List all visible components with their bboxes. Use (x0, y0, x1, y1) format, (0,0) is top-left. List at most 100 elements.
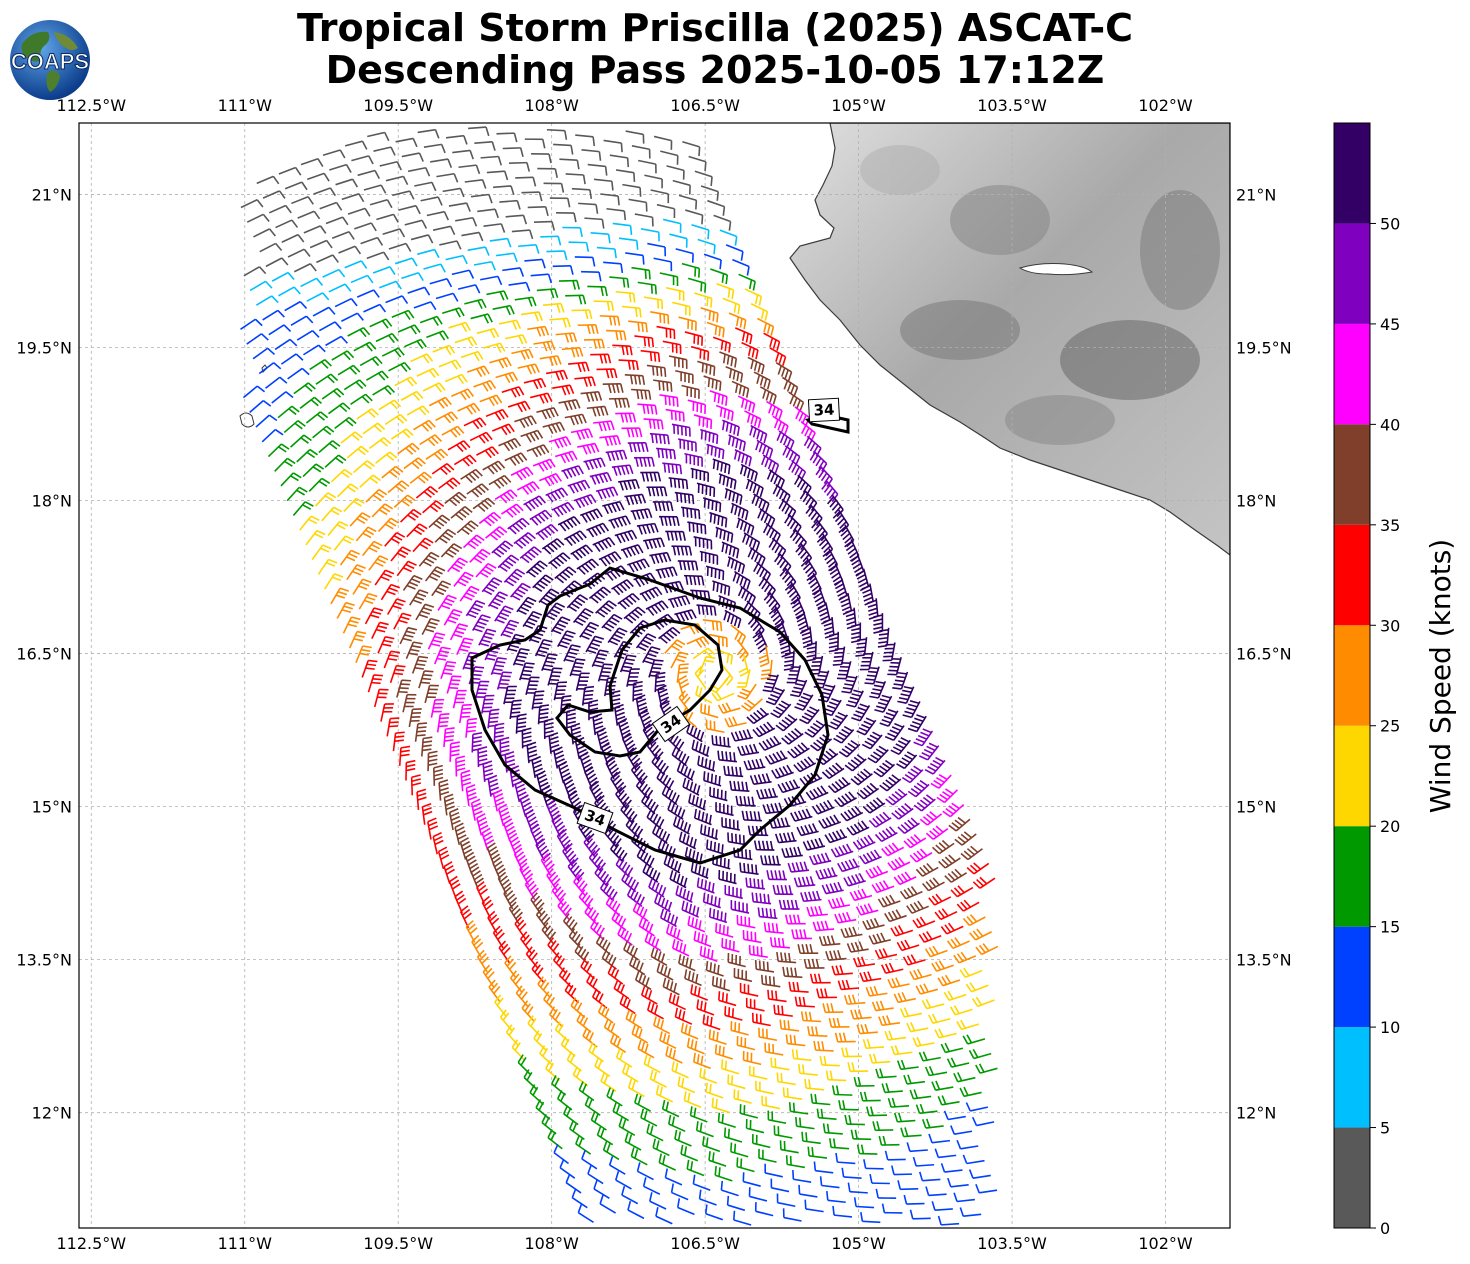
wind-barb (448, 321, 471, 333)
wind-barb (393, 494, 416, 508)
colorbar-bin (1334, 1027, 1370, 1128)
wind-barb (587, 285, 608, 297)
wind-barb (700, 307, 719, 323)
wind-barb (259, 242, 283, 253)
wind-barb (719, 229, 738, 246)
colorbar-bin (1334, 725, 1370, 827)
wind-barb (764, 750, 788, 765)
wind-barb (675, 369, 694, 384)
wind-barb (331, 350, 355, 361)
wind-barb (331, 230, 355, 240)
wind-barb (379, 280, 402, 290)
wind-barb (518, 243, 540, 254)
wind-barb (668, 477, 689, 490)
wind-barb (630, 508, 653, 521)
wind-barb (640, 228, 660, 242)
wind-barb (327, 402, 351, 415)
wind-barb (728, 312, 747, 330)
wind-barb (639, 586, 663, 602)
wind-barb (437, 846, 450, 870)
wind-barb (749, 773, 772, 785)
wind-barb (343, 379, 367, 391)
wind-barb (322, 149, 346, 159)
colorbar-bin (1334, 123, 1370, 224)
wind-barb (832, 646, 846, 666)
wind-barb (471, 614, 491, 633)
wind-barb (832, 509, 850, 533)
wind-barb (318, 321, 342, 332)
wind-barb (290, 315, 314, 326)
wind-barb (600, 193, 620, 206)
wind-barb (621, 305, 642, 318)
wind-barb (816, 533, 834, 557)
wind-barb (646, 486, 668, 497)
wind-barb (342, 616, 361, 634)
wind-barb (828, 631, 840, 653)
wind-barb (469, 431, 493, 444)
wind-barb (833, 725, 855, 744)
wind-barb (427, 817, 439, 840)
wind-barb (492, 304, 515, 316)
wind-barb (596, 368, 618, 379)
wind-barb (349, 512, 371, 527)
wind-barb (724, 487, 743, 505)
wind-barb (729, 780, 750, 792)
wind-barb (432, 344, 456, 356)
wind-barb (715, 404, 734, 422)
wind-barb (317, 558, 338, 575)
wind-barb (766, 400, 783, 420)
wind-barb (747, 356, 765, 375)
wind-barb (753, 371, 771, 390)
wind-barb (373, 688, 389, 708)
wind-barb (711, 691, 735, 702)
wind-barb (590, 353, 612, 364)
wind-barb (525, 676, 540, 696)
wind-barb (468, 126, 490, 137)
map-title-line-2: Descending Pass 2025-10-05 17:12Z (325, 48, 1105, 92)
map-plot-area: 34 34 34 (79, 123, 1230, 1228)
wind-barb (665, 408, 685, 422)
wind-barb (351, 155, 374, 165)
wind-barb (404, 338, 427, 350)
wind-barb (453, 454, 477, 467)
wind-barb (568, 241, 590, 252)
wind-barb (512, 647, 530, 666)
wind-barb (420, 196, 443, 206)
wind-barb (371, 503, 394, 518)
wind-barb (467, 365, 490, 378)
wind-barb (361, 659, 378, 678)
wind-barb (517, 363, 540, 375)
wind-barb (443, 793, 455, 816)
wind-barb (620, 544, 644, 558)
wind-barb (385, 175, 409, 186)
wind-barb (548, 552, 571, 570)
lat-tick-label-left: 18°N (32, 492, 72, 511)
wind-barb (696, 482, 716, 497)
wind-barb (418, 670, 434, 689)
wind-barb (668, 355, 688, 369)
wind-barb (877, 627, 890, 648)
wind-barb (457, 402, 481, 415)
wind-barb (593, 420, 615, 432)
wind-barb (702, 619, 723, 632)
wind-barb (570, 544, 594, 561)
wind-barb (411, 655, 429, 674)
colorbar-tick-label: 20 (1380, 817, 1400, 836)
wind-barb (485, 526, 508, 541)
wind-barb (355, 526, 377, 542)
wind-barb (588, 849, 607, 873)
colorbar-bin (1334, 826, 1370, 927)
wind-barb (794, 692, 814, 711)
wind-barb (449, 623, 468, 641)
wind-barb (330, 587, 350, 605)
wind-barb (441, 425, 465, 438)
wind-barb (489, 357, 512, 369)
wind-barb (428, 514, 451, 530)
wind-barb (572, 608, 594, 626)
wind-barb (510, 582, 531, 601)
wind-barb (470, 193, 493, 204)
wind-barb (705, 719, 725, 734)
wind-barb (306, 172, 330, 182)
lon-tick-label-bottom: 106.5°W (670, 1234, 740, 1253)
wind-barb (280, 353, 304, 365)
